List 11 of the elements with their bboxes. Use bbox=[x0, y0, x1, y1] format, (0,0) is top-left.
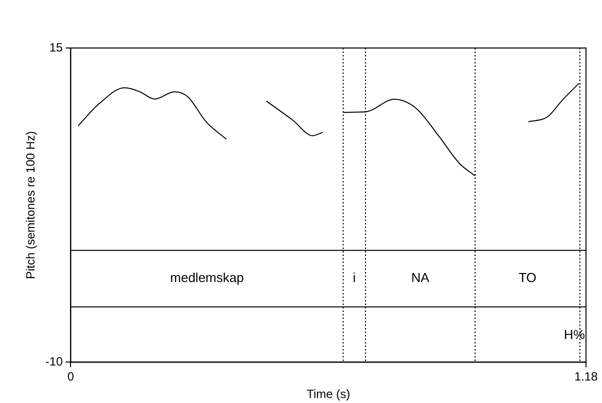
y-axis-title: Pitch (semitones re 100 Hz) bbox=[24, 131, 38, 280]
x-axis-title: Time (s) bbox=[306, 387, 350, 402]
annotation: i bbox=[352, 270, 356, 286]
annotation: TO bbox=[518, 270, 536, 286]
y-tick-label: 15 bbox=[49, 40, 64, 54]
annotation: H% bbox=[564, 326, 586, 342]
y-tick-label: -10 bbox=[45, 354, 64, 369]
annotation: NA bbox=[411, 270, 430, 286]
x-tick-label: 1.18 bbox=[574, 370, 598, 384]
annotation: medlemskap bbox=[170, 270, 244, 286]
x-tick-label: 0 bbox=[67, 370, 74, 384]
